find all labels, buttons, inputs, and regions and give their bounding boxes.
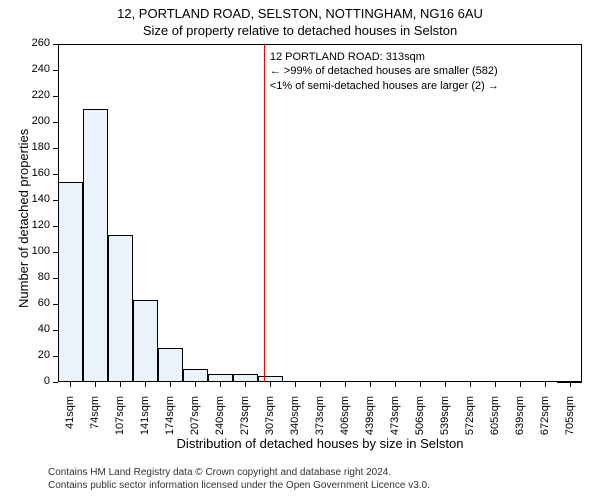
x-tick-label: 107sqm: [114, 396, 126, 456]
x-tick-mark: [95, 382, 96, 387]
x-tick-label: 605sqm: [489, 396, 501, 456]
x-tick-label: 506sqm: [414, 396, 426, 456]
histogram-bar: [83, 109, 108, 382]
y-tick-label: 220: [24, 89, 50, 101]
y-tick-label: 0: [24, 375, 50, 387]
x-tick-label: 705sqm: [564, 396, 576, 456]
x-tick-mark: [470, 382, 471, 387]
x-tick-label: 406sqm: [339, 396, 351, 456]
chart-container: 12, PORTLAND ROAD, SELSTON, NOTTINGHAM, …: [0, 0, 600, 500]
x-tick-label: 273sqm: [239, 396, 251, 456]
y-tick-label: 260: [24, 37, 50, 49]
footer-line2: Contains public sector information licen…: [48, 479, 430, 492]
x-tick-mark: [445, 382, 446, 387]
y-tick-label: 160: [24, 167, 50, 179]
x-tick-label: 439sqm: [364, 396, 376, 456]
x-tick-mark: [395, 382, 396, 387]
x-tick-label: 307sqm: [264, 396, 276, 456]
histogram-bar: [258, 376, 283, 383]
y-tick-label: 80: [24, 271, 50, 283]
y-tick-label: 60: [24, 297, 50, 309]
x-tick-label: 340sqm: [289, 396, 301, 456]
x-tick-label: 672sqm: [539, 396, 551, 456]
x-tick-label: 141sqm: [139, 396, 151, 456]
histogram-bar: [183, 369, 208, 382]
x-tick-label: 207sqm: [189, 396, 201, 456]
chart-title-sub: Size of property relative to detached ho…: [0, 21, 600, 38]
x-tick-label: 174sqm: [164, 396, 176, 456]
footer-attribution: Contains HM Land Registry data © Crown c…: [48, 466, 430, 492]
x-tick-mark: [420, 382, 421, 387]
y-tick-label: 240: [24, 63, 50, 75]
x-tick-label: 539sqm: [439, 396, 451, 456]
footer-line1: Contains HM Land Registry data © Crown c…: [48, 466, 430, 479]
x-tick-mark: [245, 382, 246, 387]
y-tick-mark: [53, 148, 58, 149]
x-tick-label: 41sqm: [64, 396, 76, 456]
histogram-bar: [557, 381, 582, 383]
y-tick-mark: [53, 70, 58, 71]
y-tick-label: 20: [24, 349, 50, 361]
annotation-line2: ← >99% of detached houses are smaller (5…: [270, 64, 499, 78]
x-tick-mark: [220, 382, 221, 387]
annotation-line1: 12 PORTLAND ROAD: 313sqm: [270, 50, 499, 64]
y-tick-mark: [53, 96, 58, 97]
x-tick-mark: [270, 382, 271, 387]
histogram-bar: [58, 182, 83, 382]
histogram-bar: [208, 374, 233, 382]
x-tick-label: 473sqm: [389, 396, 401, 456]
x-tick-mark: [70, 382, 71, 387]
histogram-bar: [133, 300, 158, 382]
x-tick-mark: [120, 382, 121, 387]
x-tick-label: 74sqm: [89, 396, 101, 456]
y-tick-mark: [53, 122, 58, 123]
y-tick-label: 180: [24, 141, 50, 153]
x-tick-mark: [320, 382, 321, 387]
x-tick-mark: [370, 382, 371, 387]
y-tick-label: 100: [24, 245, 50, 257]
x-tick-label: 572sqm: [464, 396, 476, 456]
x-tick-label: 639sqm: [514, 396, 526, 456]
y-tick-label: 40: [24, 323, 50, 335]
y-tick-label: 140: [24, 193, 50, 205]
x-tick-mark: [170, 382, 171, 387]
y-tick-mark: [53, 44, 58, 45]
histogram-bar: [233, 374, 258, 382]
y-tick-mark: [53, 174, 58, 175]
y-tick-label: 200: [24, 115, 50, 127]
x-tick-mark: [145, 382, 146, 387]
histogram-bar: [108, 235, 133, 382]
x-tick-label: 240sqm: [214, 396, 226, 456]
histogram-bar: [158, 348, 183, 382]
marker-line: [264, 44, 265, 382]
chart-title-main: 12, PORTLAND ROAD, SELSTON, NOTTINGHAM, …: [0, 0, 600, 21]
x-tick-mark: [545, 382, 546, 387]
x-tick-mark: [495, 382, 496, 387]
x-tick-mark: [295, 382, 296, 387]
y-tick-label: 120: [24, 219, 50, 231]
x-tick-mark: [195, 382, 196, 387]
y-tick-mark: [53, 382, 58, 383]
x-tick-label: 373sqm: [314, 396, 326, 456]
x-tick-mark: [345, 382, 346, 387]
x-tick-mark: [570, 382, 571, 387]
x-tick-mark: [520, 382, 521, 387]
annotation-line3: <1% of semi-detached houses are larger (…: [270, 79, 499, 93]
marker-annotation: 12 PORTLAND ROAD: 313sqm ← >99% of detac…: [270, 50, 499, 93]
